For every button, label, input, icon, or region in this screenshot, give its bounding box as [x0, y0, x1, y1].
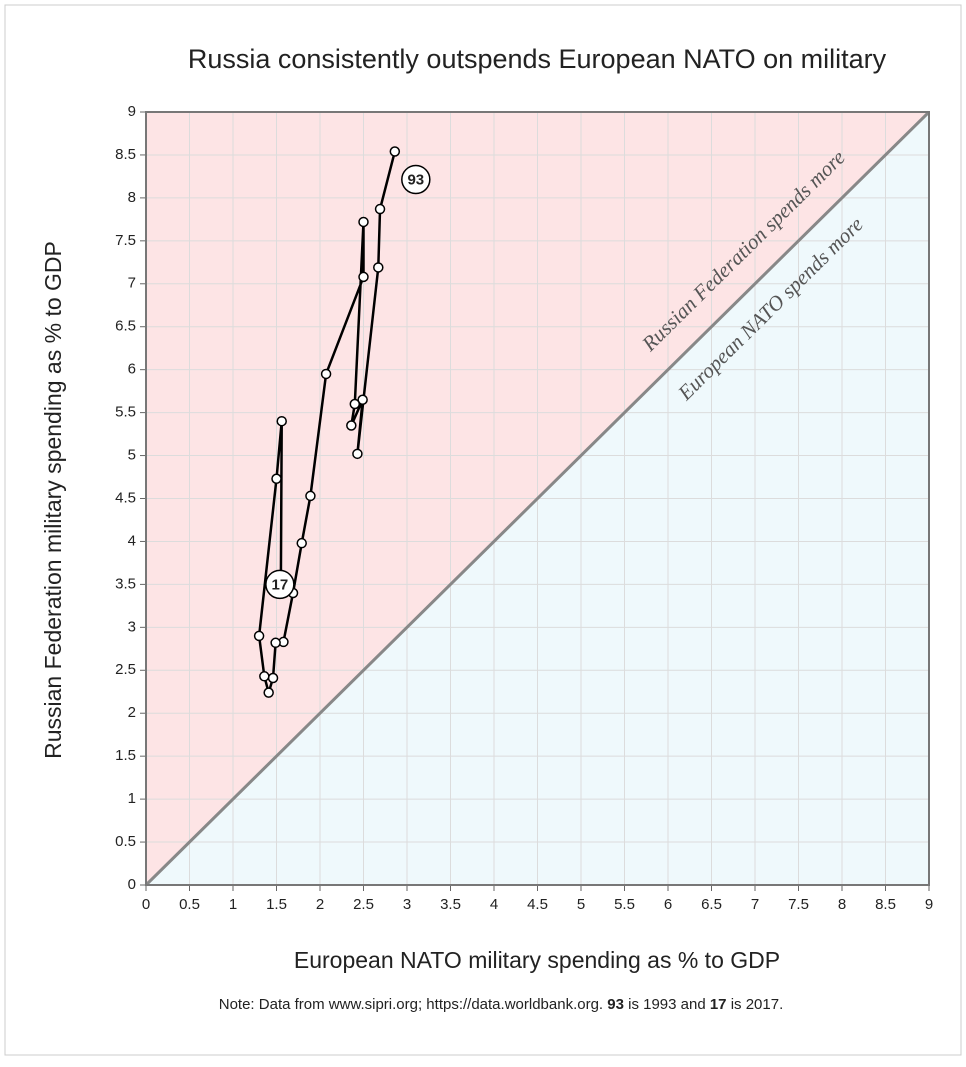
- y-tick-label: 3.5: [115, 575, 136, 592]
- x-tick-label: 2: [316, 896, 324, 913]
- chart-title: Russia consistently outspends European N…: [188, 44, 887, 74]
- series-line: [257, 151, 397, 698]
- point-badge: [401, 164, 431, 195]
- y-tick-label: 2: [128, 704, 136, 721]
- data-point: [270, 637, 281, 649]
- data-point: [346, 420, 357, 431]
- x-tick-label: 2.5: [353, 896, 374, 913]
- x-tick-label: 6: [664, 896, 672, 913]
- data-point: [349, 398, 361, 410]
- x-tick-label: 0: [142, 896, 150, 913]
- note-text: 17: [710, 996, 727, 1013]
- data-point: [320, 368, 332, 380]
- plot-border: [145, 111, 930, 886]
- y-tick-label: 8: [128, 189, 136, 206]
- data-point: [352, 448, 363, 460]
- y-tick-label: 0: [128, 876, 136, 893]
- x-tick-label: 7: [751, 896, 759, 913]
- x-tick-label: 5: [577, 896, 585, 913]
- x-tick-label: 3.5: [440, 896, 461, 913]
- x-tick-label: 6.5: [701, 896, 722, 913]
- note: Note: Data from www.sipri.org; https://d…: [219, 996, 784, 1013]
- y-tick-label: 8.5: [115, 146, 136, 163]
- y-tick-label: 5: [128, 447, 136, 464]
- data-point: [374, 203, 386, 215]
- x-tick-label: 4: [490, 896, 498, 913]
- note-text: is 1993 and: [624, 996, 710, 1013]
- x-tick-label: 0.5: [179, 896, 200, 913]
- data-point: [296, 537, 307, 549]
- data-point: [259, 671, 270, 682]
- x-tick-label: 8: [838, 896, 846, 913]
- data-point: [389, 146, 401, 157]
- point-label: 17: [272, 576, 289, 593]
- note-text: Note: Data from www.sipri.org; https://d…: [219, 996, 608, 1013]
- x-tick-label: 5.5: [614, 896, 635, 913]
- y-tick-label: 4: [128, 532, 136, 549]
- y-tick-label: 1: [128, 790, 136, 807]
- x-tick-label: 1.5: [266, 896, 287, 913]
- point-label: 93: [407, 171, 424, 188]
- data-point: [276, 415, 287, 427]
- y-tick-label: 3: [128, 618, 136, 635]
- note-text: 93: [607, 996, 624, 1013]
- y-tick-label: 6: [128, 361, 136, 378]
- y-tick-label: 7: [128, 275, 136, 292]
- x-tick-label: 9: [925, 896, 933, 913]
- y-tick-label: 1.5: [115, 747, 136, 764]
- x-tick-label: 4.5: [527, 896, 548, 913]
- data-point: [358, 271, 369, 283]
- data-point: [253, 630, 265, 642]
- x-axis-label: European NATO military spending as % to …: [294, 947, 780, 973]
- data-point: [358, 216, 369, 228]
- point-badge: [265, 569, 295, 600]
- x-tick-label: 3: [403, 896, 411, 913]
- diagonal: [144, 110, 931, 887]
- x-tick-label: 7.5: [788, 896, 809, 913]
- y-tick-label: 9: [128, 103, 136, 120]
- y-tick-label: 5.5: [115, 404, 136, 421]
- note-text: is 2017.: [727, 996, 784, 1013]
- data-point: [267, 672, 279, 684]
- data-point: [305, 490, 316, 502]
- y-tick-label: 4.5: [115, 489, 136, 506]
- data-point: [373, 262, 384, 273]
- x-tick-label: 1: [229, 896, 237, 913]
- y-tick-label: 0.5: [115, 833, 136, 850]
- y-axis-label: Russian Federation military spending as …: [40, 241, 66, 759]
- data-point: [357, 394, 368, 405]
- y-tick-label: 6.5: [115, 318, 136, 335]
- data-point: [263, 687, 274, 698]
- x-tick-label: 8.5: [875, 896, 896, 913]
- y-tick-label: 7.5: [115, 232, 136, 249]
- y-tick-label: 2.5: [115, 661, 136, 678]
- data-point: [271, 473, 282, 484]
